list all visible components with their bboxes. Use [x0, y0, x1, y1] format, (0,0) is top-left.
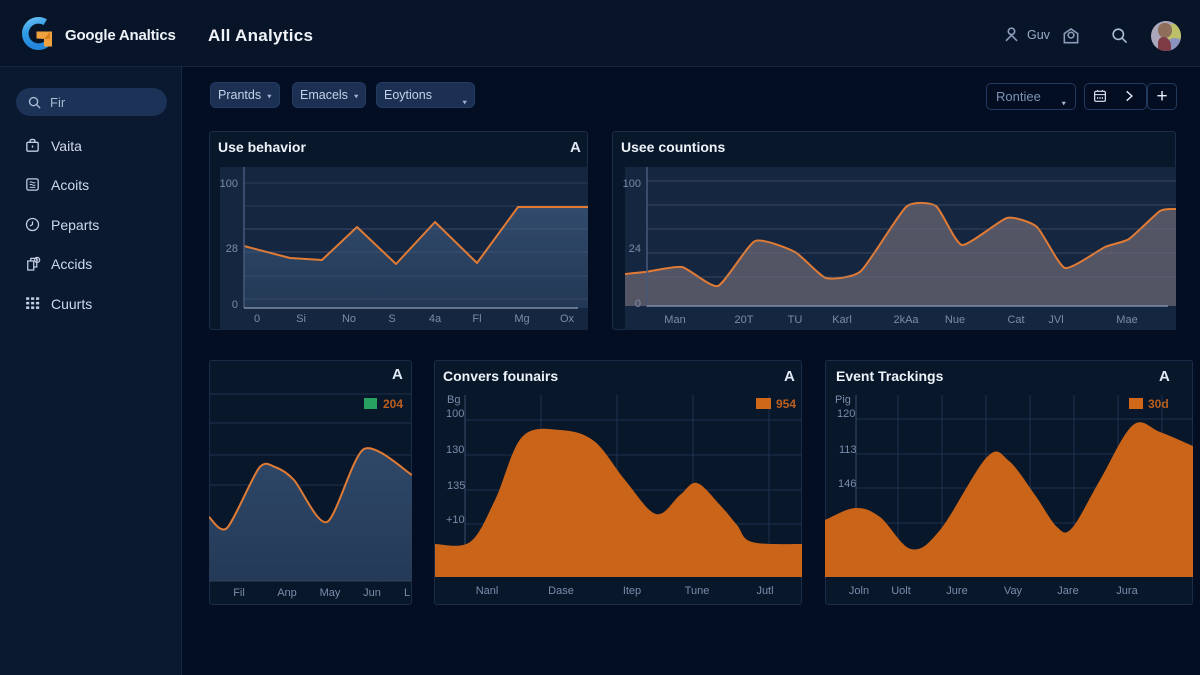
- svg-text:100: 100: [623, 178, 641, 190]
- svg-text:120: 120: [837, 408, 855, 420]
- svg-text:JVl: JVl: [1048, 314, 1063, 326]
- svg-text:Mg: Mg: [514, 313, 529, 325]
- svg-text:No: No: [342, 313, 356, 325]
- svg-text:146: 146: [838, 478, 856, 490]
- svg-text:4a: 4a: [429, 313, 442, 325]
- svg-text:0: 0: [232, 299, 238, 311]
- svg-text:Cat: Cat: [1007, 314, 1024, 326]
- svg-text:Fl: Fl: [472, 313, 481, 325]
- svg-text:May: May: [320, 587, 341, 599]
- svg-text:135: 135: [447, 480, 465, 492]
- svg-text:Pig: Pig: [835, 394, 851, 406]
- svg-text:Vay: Vay: [1004, 585, 1023, 597]
- svg-text:Man: Man: [664, 314, 685, 326]
- svg-text:24: 24: [629, 243, 641, 255]
- svg-text:113: 113: [839, 444, 857, 456]
- svg-text:S: S: [388, 313, 395, 325]
- svg-text:100: 100: [446, 408, 464, 420]
- svg-text:Fil: Fil: [233, 587, 245, 599]
- svg-text:Jare: Jare: [1057, 585, 1078, 597]
- svg-text:Jun: Jun: [363, 587, 381, 599]
- svg-text:2kAa: 2kAa: [893, 314, 919, 326]
- svg-text:Itep: Itep: [623, 585, 641, 597]
- svg-text:954: 954: [776, 397, 796, 411]
- svg-text:204: 204: [383, 397, 403, 411]
- svg-text:28: 28: [226, 243, 238, 255]
- svg-text:Joln: Joln: [849, 585, 869, 597]
- svg-text:Jure: Jure: [946, 585, 967, 597]
- svg-text:Si: Si: [296, 313, 306, 325]
- svg-text:Jutl: Jutl: [756, 585, 773, 597]
- svg-text:0: 0: [254, 313, 260, 325]
- svg-text:0: 0: [635, 298, 641, 310]
- svg-text:Dase: Dase: [548, 585, 574, 597]
- svg-text:+10: +10: [446, 514, 465, 526]
- svg-text:Uolt: Uolt: [891, 585, 911, 597]
- svg-text:Karl: Karl: [832, 314, 852, 326]
- svg-text:TU: TU: [788, 314, 803, 326]
- svg-text:100: 100: [220, 178, 238, 190]
- svg-text:Tune: Tune: [685, 585, 710, 597]
- svg-text:L: L: [404, 587, 410, 599]
- svg-text:Anp: Anp: [277, 587, 297, 599]
- svg-text:Nanl: Nanl: [476, 585, 499, 597]
- svg-text:30d: 30d: [1148, 397, 1169, 411]
- svg-text:Jura: Jura: [1116, 585, 1138, 597]
- svg-text:130: 130: [446, 444, 464, 456]
- svg-text:20T: 20T: [735, 314, 754, 326]
- svg-text:Nue: Nue: [945, 314, 965, 326]
- svg-text:Bg: Bg: [447, 394, 460, 406]
- svg-text:Ox: Ox: [560, 313, 575, 325]
- svg-text:Mae: Mae: [1116, 314, 1137, 326]
